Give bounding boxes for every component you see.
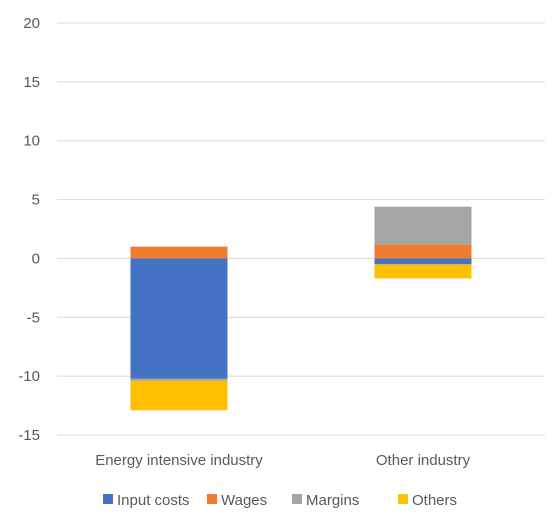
category-label: Energy intensive industry [95, 452, 263, 469]
bar-segment [375, 244, 472, 258]
y-axis-tick-labels: 20 15 10 5 0 -5 -10 -15 [18, 15, 40, 444]
bar-segment [131, 247, 228, 259]
bars [131, 207, 472, 411]
x-axis-category-labels: Energy intensive industry Other industry [95, 452, 470, 469]
y-tick-label: 20 [23, 15, 40, 32]
y-tick-label: -5 [27, 309, 40, 326]
bar-segment [375, 258, 472, 264]
legend-swatch [292, 494, 302, 504]
bar-segment [131, 258, 228, 378]
bar-segment [131, 378, 228, 380]
y-tick-label: 0 [32, 250, 40, 267]
legend: Input costs Wages Margins Others [103, 492, 457, 509]
y-tick-label: -15 [18, 427, 40, 444]
bar-segment [375, 264, 472, 278]
legend-label: Wages [221, 492, 267, 509]
legend-swatch [207, 494, 217, 504]
category-label: Other industry [376, 452, 471, 469]
bar-segment [131, 381, 228, 410]
bar-segment [375, 207, 472, 245]
y-tick-label: 10 [23, 133, 40, 150]
legend-swatch [398, 494, 408, 504]
y-tick-label: -10 [18, 368, 40, 385]
y-tick-label: 5 [32, 192, 40, 209]
gridlines [57, 23, 545, 435]
legend-swatch [103, 494, 113, 504]
y-tick-label: 15 [23, 74, 40, 91]
legend-label: Others [412, 492, 457, 509]
legend-label: Input costs [117, 492, 190, 509]
legend-label: Margins [306, 492, 359, 509]
